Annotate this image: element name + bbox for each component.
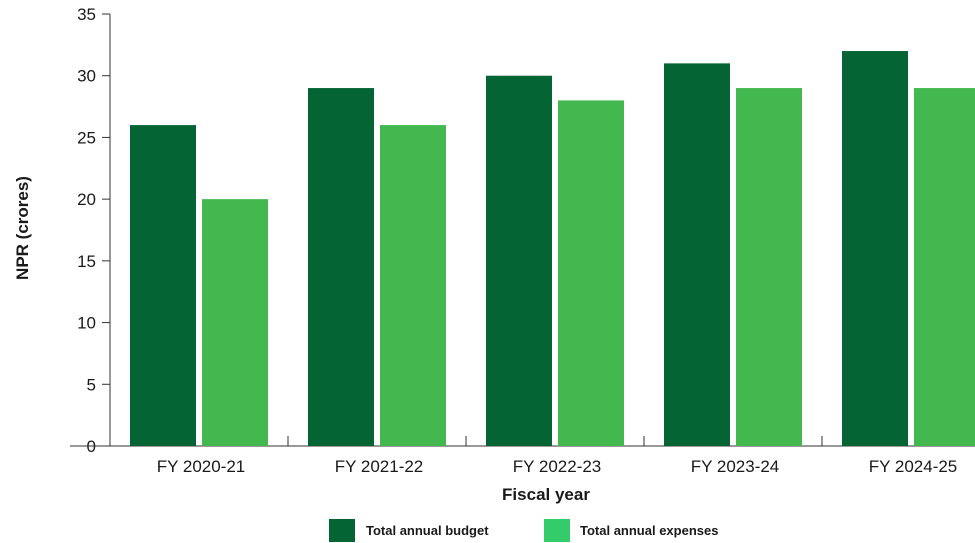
x-tick-label: FY 2023-24	[691, 457, 780, 476]
y-tick-label: 20	[77, 190, 96, 209]
x-tick-label: FY 2024-25	[869, 457, 958, 476]
y-tick-label: 10	[77, 314, 96, 333]
bar-budget	[130, 125, 196, 446]
legend-label-expenses: Total annual expenses	[580, 523, 718, 538]
x-tick-label: FY 2020-21	[157, 457, 246, 476]
bar-budget	[308, 88, 374, 447]
x-tick-label: FY 2021-22	[335, 457, 424, 476]
y-tick-label: 30	[77, 67, 96, 86]
y-tick-label: 15	[77, 252, 96, 271]
legend-label-budget: Total annual budget	[366, 523, 489, 538]
legend-swatch-expenses	[544, 519, 570, 542]
bar-expenses	[914, 88, 975, 447]
bar-expenses	[380, 125, 446, 446]
bar-expenses	[736, 88, 802, 447]
legend-swatch-budget	[329, 519, 355, 542]
y-tick-label: 5	[87, 375, 96, 394]
bar-budget	[664, 63, 730, 446]
y-tick-label: 35	[77, 5, 96, 24]
y-tick-label: 25	[77, 128, 96, 147]
bar-expenses	[202, 199, 268, 446]
x-axis-title: Fiscal year	[502, 485, 590, 504]
bar-budget	[486, 75, 552, 446]
bar-expenses	[558, 100, 624, 447]
x-tick-label: FY 2022-23	[513, 457, 602, 476]
bar-budget	[842, 51, 908, 447]
legend: Total annual budget Total annual expense…	[329, 519, 718, 542]
bars	[130, 51, 975, 447]
y-axis-title: NPR (crores)	[13, 176, 32, 280]
